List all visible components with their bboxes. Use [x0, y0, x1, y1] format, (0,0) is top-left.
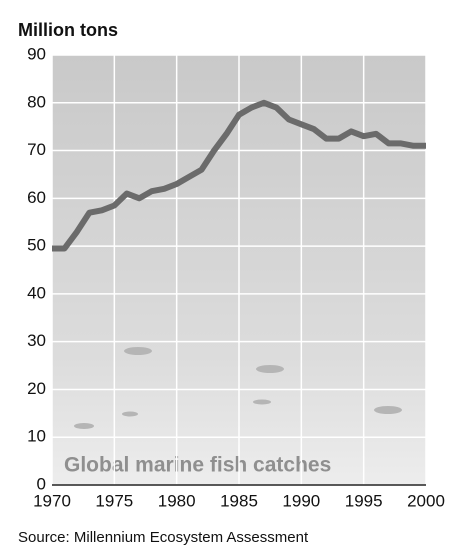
source-note: Source: Millennium Ecosystem Assessment: [18, 529, 309, 546]
annotation: Global marine fish catches: [64, 454, 331, 477]
x-tick-label: 1975: [95, 491, 133, 510]
x-tick-label: 1990: [282, 491, 320, 510]
y-tick-label: 40: [27, 283, 46, 302]
chart-title: Million tons: [18, 20, 118, 40]
y-tick-label: 0: [37, 474, 46, 493]
y-tick-label: 70: [27, 140, 46, 159]
fish-decoration: [74, 347, 402, 429]
x-tick-label: 1985: [220, 491, 258, 510]
y-tick-label: 20: [27, 379, 46, 398]
data-line: [52, 99, 426, 252]
y-tick-label: 80: [27, 92, 46, 111]
y-tick-label: 30: [27, 331, 46, 350]
x-tick-label: 1995: [345, 491, 383, 510]
y-tick-label: 90: [27, 44, 46, 63]
y-tick-label: 10: [27, 427, 46, 446]
y-tick-label: 50: [27, 236, 46, 255]
x-tick-label: 2000: [407, 491, 445, 510]
y-tick-label: 60: [27, 188, 46, 207]
x-tick-label: 1980: [158, 491, 196, 510]
x-tick-label: 1970: [33, 491, 71, 510]
